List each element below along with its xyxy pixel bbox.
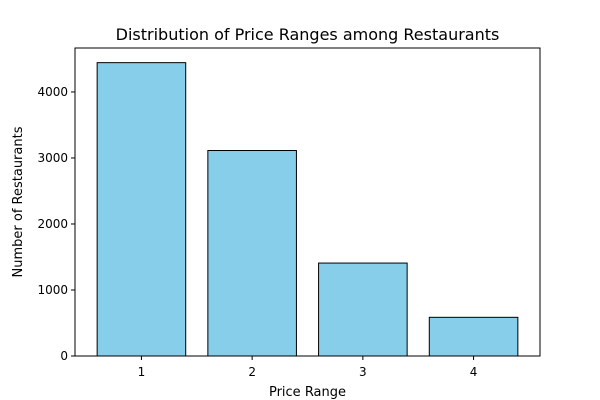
x-axis-ticks: 1 2 3 4 bbox=[138, 356, 478, 379]
y-tick-label: 2000 bbox=[37, 217, 68, 231]
y-tick-label: 4000 bbox=[37, 85, 68, 99]
bar-4 bbox=[429, 317, 518, 356]
x-axis-label: Price Range bbox=[269, 385, 346, 400]
bar-3 bbox=[319, 263, 408, 356]
bars-group bbox=[97, 63, 518, 356]
y-axis-label: Number of Restaurants bbox=[11, 126, 26, 277]
y-tick-label: 1000 bbox=[37, 283, 68, 297]
y-tick-label: 3000 bbox=[37, 151, 68, 165]
y-axis-ticks: 0 1000 2000 3000 4000 bbox=[37, 85, 75, 363]
bar-1 bbox=[97, 63, 186, 356]
x-tick-label: 2 bbox=[248, 365, 256, 379]
x-tick-label: 1 bbox=[138, 365, 146, 379]
x-tick-label: 4 bbox=[470, 365, 478, 379]
bar-2 bbox=[208, 151, 297, 356]
x-tick-label: 3 bbox=[359, 365, 367, 379]
y-tick-label: 0 bbox=[60, 349, 68, 363]
chart-title: Distribution of Price Ranges among Resta… bbox=[116, 25, 500, 44]
